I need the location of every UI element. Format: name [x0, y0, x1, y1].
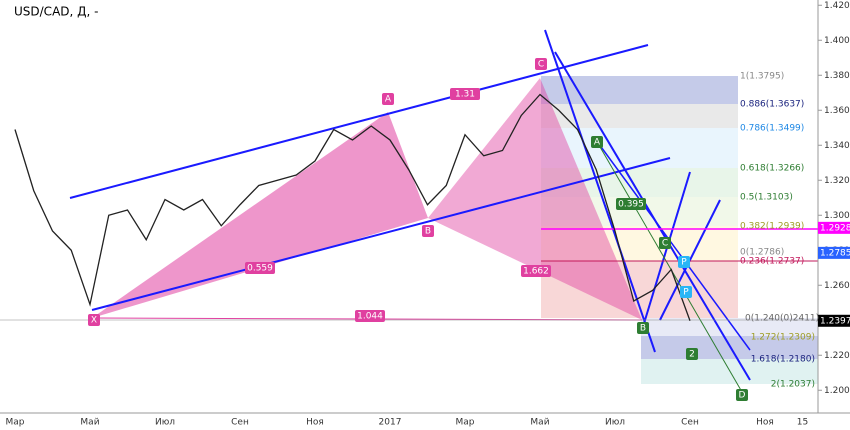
price-line [14, 93, 691, 321]
fib-label: 0(1.240(0)2411) [745, 314, 819, 324]
x-tick-label: Мар [6, 418, 25, 428]
annotation: B [425, 227, 431, 237]
annotation-box [88, 314, 100, 326]
annotation: P [681, 258, 687, 268]
annotation-box [736, 389, 748, 401]
y-tick-label: 1.3800 [824, 71, 850, 81]
y-tick-label: 1.2600 [824, 281, 850, 291]
annotation: 1.044 [357, 312, 383, 322]
fib-label: 0.786(1.3499) [740, 124, 804, 134]
fib-label: 2(1.2037) [771, 380, 815, 390]
annotation-box [450, 88, 480, 100]
fib-label: 0(1.2786) [740, 248, 784, 258]
y-tick-label: 1.3600 [824, 106, 850, 116]
annotation: 0.395 [618, 200, 644, 210]
x-tick-label: Сен [681, 418, 699, 428]
fib-label: 0.886(1.3637) [740, 100, 804, 110]
annotation-box [355, 310, 385, 322]
x-tick-label: Июл [155, 418, 175, 428]
annotation-box [422, 225, 434, 237]
x-tick-label: 15 [797, 418, 808, 428]
symbol: USD/CAD, Д, - [14, 5, 98, 19]
price-tag-label: 1.2397 [820, 316, 850, 326]
fib-label: 0.618(1.3266) [740, 164, 804, 174]
y-tick-label: 1.4200 [824, 1, 850, 11]
annotation-box [521, 265, 551, 277]
fib-label: 0.236(1.2737) [740, 257, 804, 267]
annotation: A [385, 95, 392, 105]
price-tag [818, 221, 850, 234]
annotation-box [535, 58, 547, 70]
annotation: 1.662 [523, 267, 549, 277]
fib-label: 1.272(1.2309) [751, 333, 815, 343]
y-tick-label: 1.4000 [824, 36, 850, 46]
y-tick-label: 1.3000 [824, 211, 850, 221]
fib-label: 0.382(1.2939) [740, 222, 804, 232]
x-tick-label: Мар [456, 418, 475, 428]
annotation: 0.559 [247, 264, 273, 274]
annotation: C [662, 239, 668, 249]
annotation-box [686, 348, 698, 360]
annotation: X [91, 316, 97, 326]
price-tag [818, 314, 850, 327]
annotation-box [637, 322, 649, 334]
annotation: P [683, 288, 689, 298]
fib-label: 1(1.3795) [740, 72, 784, 82]
annotation: A [594, 138, 601, 148]
y-tick-label: 1.2000 [824, 386, 850, 396]
x-tick-label: Май [80, 418, 99, 428]
annotation-box [245, 262, 275, 274]
x-tick-label: Сен [231, 418, 249, 428]
annotation: B [640, 324, 646, 334]
y-tick-label: 1.3200 [824, 176, 850, 186]
x-tick-label: Ноя [306, 418, 324, 428]
annotation-box [680, 286, 692, 298]
annotation: C [538, 60, 544, 70]
x-tick-label: 2017 [379, 418, 402, 428]
annotation-box [591, 136, 603, 148]
price-tag [818, 246, 850, 259]
fib-label: 1.618(1.2180) [751, 355, 815, 365]
y-tick-label: 1.2200 [824, 351, 850, 361]
annotation-box [382, 93, 394, 105]
y-tick-label: 1.3400 [824, 141, 850, 151]
annotation-box [659, 237, 671, 249]
annotation: 1.31 [455, 90, 475, 100]
price-tag-label: 1.2928 [820, 223, 850, 233]
annotation-box [678, 256, 690, 268]
annotation: D [739, 391, 746, 401]
y-axis [0, 0, 850, 414]
annotation: 2 [689, 350, 695, 360]
annotation-box [616, 198, 646, 210]
drawings [0, 29, 818, 393]
x-tick-label: Июл [605, 418, 625, 428]
price-tag-label: 1.2785 [820, 248, 850, 258]
x-tick-label: Май [530, 418, 549, 428]
fib-label: 0.5(1.3103) [740, 193, 793, 203]
x-tick-label: Ноя [756, 418, 774, 428]
